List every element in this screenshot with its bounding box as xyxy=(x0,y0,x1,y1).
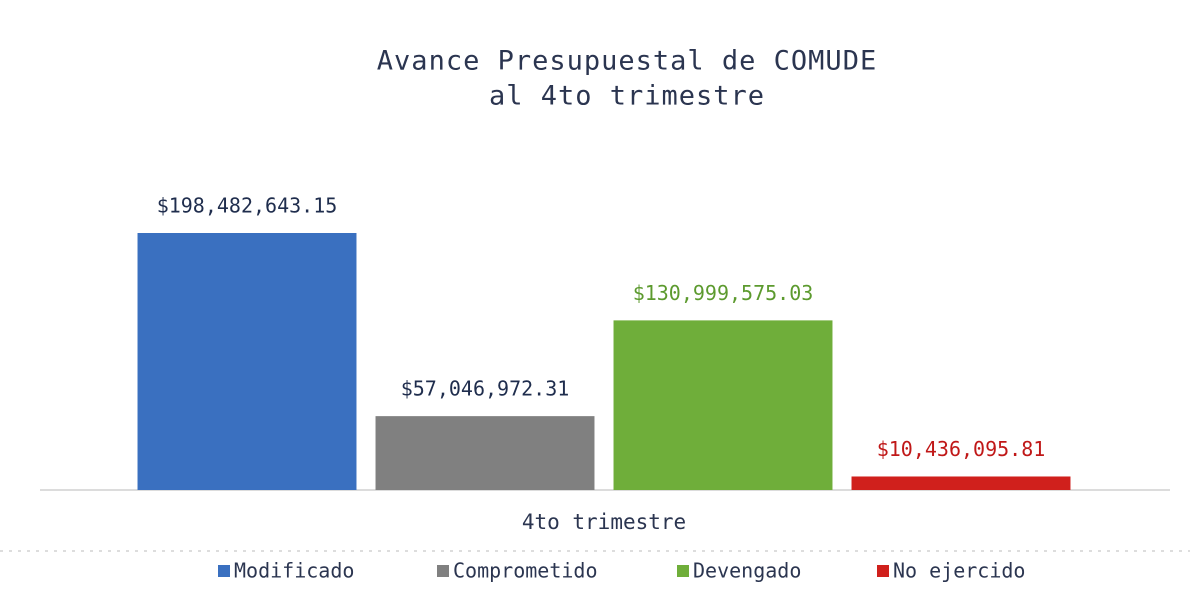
legend-swatch xyxy=(218,565,230,577)
legend-swatch xyxy=(437,565,449,577)
chart-title: al 4to trimestre xyxy=(489,81,765,112)
legend-label: No ejercido xyxy=(893,559,1025,583)
data-label: $130,999,575.03 xyxy=(633,281,814,305)
data-label: $198,482,643.15 xyxy=(157,194,338,218)
data-label: $57,046,972.31 xyxy=(401,377,570,401)
x-tick-label: 4to trimestre xyxy=(522,510,686,534)
bar xyxy=(851,476,1071,490)
bar xyxy=(613,320,833,490)
bar xyxy=(375,416,595,490)
chart-title: Avance Presupuestal de COMUDE xyxy=(377,46,877,77)
legend-label: Comprometido xyxy=(453,559,598,583)
bar xyxy=(137,233,357,490)
legend-swatch xyxy=(877,565,889,577)
legend-label: Devengado xyxy=(693,559,801,583)
data-label: $10,436,095.81 xyxy=(877,437,1046,461)
legend-swatch xyxy=(677,565,689,577)
legend-label: Modificado xyxy=(234,559,354,583)
